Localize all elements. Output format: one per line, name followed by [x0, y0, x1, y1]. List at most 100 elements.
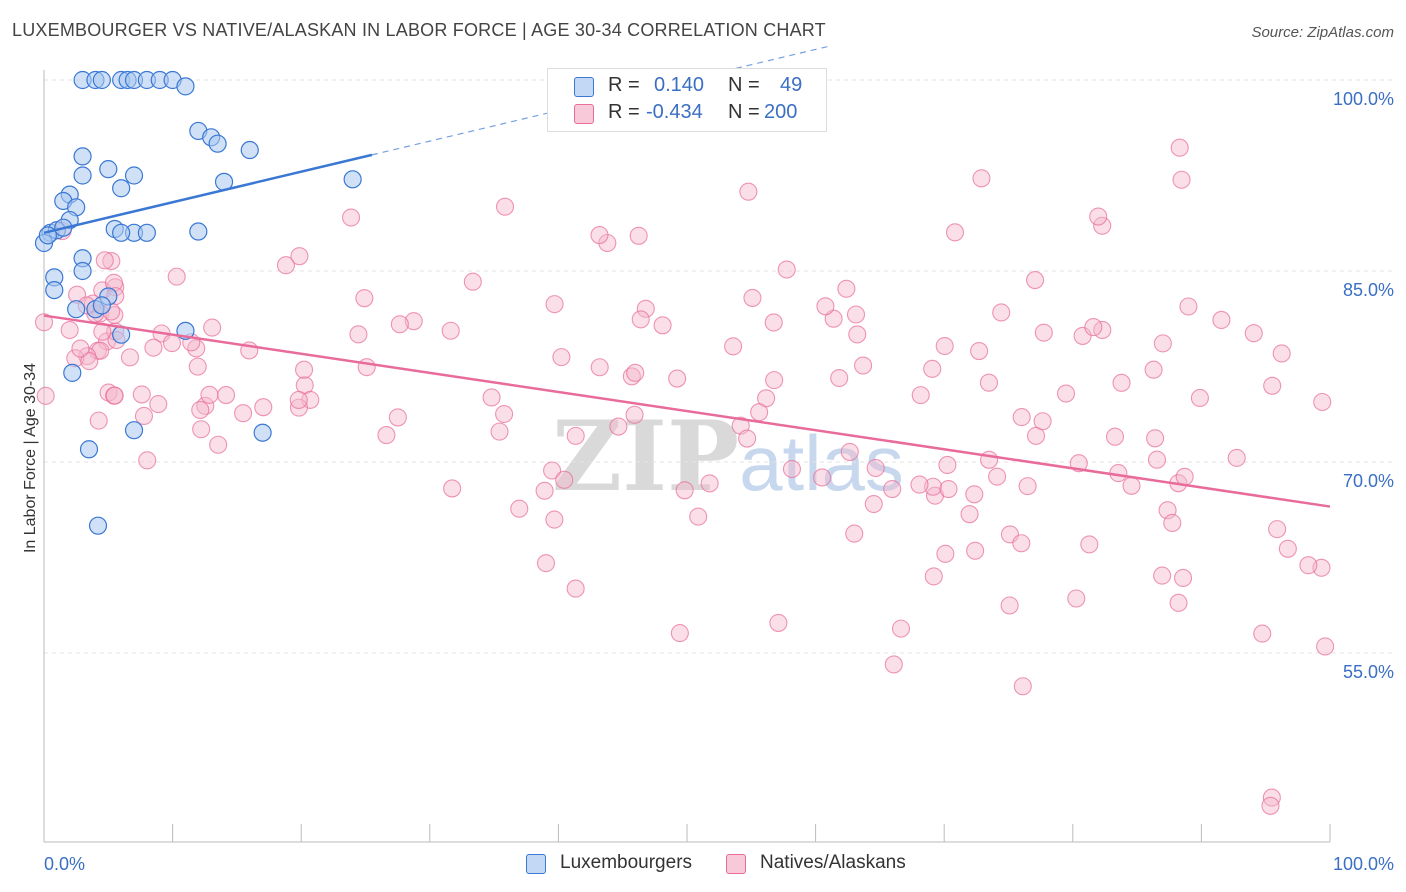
native-alaskan-point — [254, 398, 273, 417]
native-alaskan-point — [777, 260, 796, 279]
native-alaskan-point — [1172, 170, 1191, 189]
native-alaskan-point — [636, 299, 655, 318]
native-alaskan-point — [555, 470, 574, 489]
native-alaskan-point — [1227, 448, 1246, 467]
native-alaskan-point — [1089, 207, 1108, 226]
native-alaskan-point — [209, 435, 228, 454]
native-alaskan-point — [1244, 324, 1263, 343]
native-alaskan-point — [764, 313, 783, 332]
native-alaskan-point — [1146, 429, 1165, 448]
native-alaskan-point — [824, 309, 843, 328]
luxembourger-point — [112, 223, 131, 242]
native-alaskan-point — [1212, 310, 1231, 329]
legend-swatch-blue — [574, 77, 594, 97]
luxembourger-point — [92, 70, 111, 90]
native-alaskan-point — [1112, 373, 1131, 392]
native-alaskan-point — [234, 404, 253, 423]
native-alaskan-point — [545, 510, 564, 529]
native-alaskan-point — [653, 316, 672, 335]
luxembourger-point — [253, 423, 272, 442]
native-alaskan-point — [960, 505, 979, 524]
native-alaskan-point — [36, 386, 55, 405]
native-alaskan-point — [295, 360, 314, 379]
grid-lines — [44, 79, 1392, 654]
native-alaskan-point — [1012, 534, 1031, 553]
native-alaskan-point — [923, 359, 942, 378]
native-alaskan-point — [482, 388, 501, 407]
native-alaskan-point — [816, 297, 835, 316]
native-alaskan-point — [1122, 476, 1141, 495]
native-alaskan-point — [105, 305, 124, 325]
native-alaskan-point — [813, 468, 832, 487]
native-alaskan-point — [966, 541, 985, 560]
native-alaskan-point — [1034, 323, 1053, 342]
native-alaskan-point — [1153, 566, 1172, 585]
native-alaskan-point — [622, 367, 641, 386]
native-alaskan-point — [891, 619, 911, 638]
native-alaskan-point — [510, 499, 529, 518]
native-alaskan-point — [543, 461, 562, 480]
bottom-legend-swatch-blue — [526, 854, 546, 874]
native-alaskan-point — [1175, 467, 1194, 486]
legend-n-label: N = — [728, 101, 760, 123]
legend-n-value: 49 — [780, 74, 803, 96]
native-alaskan-point — [203, 318, 222, 337]
luxembourger-point — [73, 261, 92, 281]
luxembourgers-points — [34, 70, 362, 535]
luxembourger-point — [67, 300, 86, 319]
native-alaskan-point — [743, 288, 762, 307]
native-alaskan-point — [1067, 589, 1086, 608]
native-alaskan-point — [1272, 344, 1291, 363]
legend-r-value: 0.140 — [654, 74, 705, 96]
native-alaskan-point — [670, 624, 689, 643]
native-alaskan-point — [864, 494, 883, 514]
native-alaskan-point — [1190, 388, 1209, 408]
native-alaskan-point — [750, 403, 769, 422]
legend-r-label: R = — [608, 101, 640, 123]
luxembourger-point — [79, 440, 99, 459]
luxembourger-point — [240, 140, 259, 160]
legend-row-natives: R = -0.434 N = 200 — [548, 101, 826, 127]
y-tick-label: 55.0% — [1343, 662, 1394, 682]
native-alaskan-point — [1080, 535, 1099, 554]
native-alaskan-point — [89, 411, 108, 430]
luxembourger-point — [208, 134, 227, 153]
native-alaskan-point — [290, 247, 309, 266]
native-alaskan-point — [625, 405, 644, 424]
native-alaskan-point — [132, 385, 151, 404]
luxembourger-point — [92, 296, 111, 315]
native-alaskan-point — [1153, 334, 1172, 353]
native-alaskan-point — [1263, 376, 1282, 395]
native-alaskan-point — [390, 315, 409, 334]
luxembourger-trend-line — [43, 153, 373, 235]
native-alaskan-point — [34, 313, 54, 332]
native-alaskan-point — [883, 480, 902, 499]
native-alaskan-point — [837, 279, 856, 298]
x-tick-label: 100.0% — [1333, 854, 1394, 874]
native-alaskan-point — [1170, 138, 1189, 157]
native-alaskan-point — [924, 477, 943, 496]
native-alaskan-point — [566, 426, 585, 445]
bottom-legend-swatch-pink — [726, 854, 746, 874]
luxembourger-point — [189, 222, 208, 241]
native-alaskan-point — [289, 390, 308, 410]
chart-title: LUXEMBOURGER VS NATIVE/ALASKAN IN LABOR … — [12, 20, 826, 40]
native-alaskan-point — [388, 408, 407, 427]
natives-alaskans-points — [34, 138, 1335, 815]
native-alaskan-point — [1261, 796, 1280, 815]
native-alaskan-point — [536, 554, 556, 573]
native-alaskan-point — [167, 267, 186, 286]
native-alaskan-point — [935, 336, 954, 356]
native-alaskan-point — [1268, 520, 1287, 539]
native-alaskan-point — [738, 429, 757, 448]
luxembourger-point — [343, 170, 362, 189]
native-alaskan-point — [192, 420, 211, 439]
native-alaskan-point — [134, 406, 154, 426]
native-alaskan-point — [845, 524, 864, 543]
native-alaskan-point — [102, 251, 121, 271]
native-alaskan-point — [80, 352, 99, 371]
y-tick-label: 100.0% — [1333, 89, 1394, 109]
native-alaskan-point — [342, 208, 361, 227]
native-alaskan-point — [545, 295, 564, 314]
